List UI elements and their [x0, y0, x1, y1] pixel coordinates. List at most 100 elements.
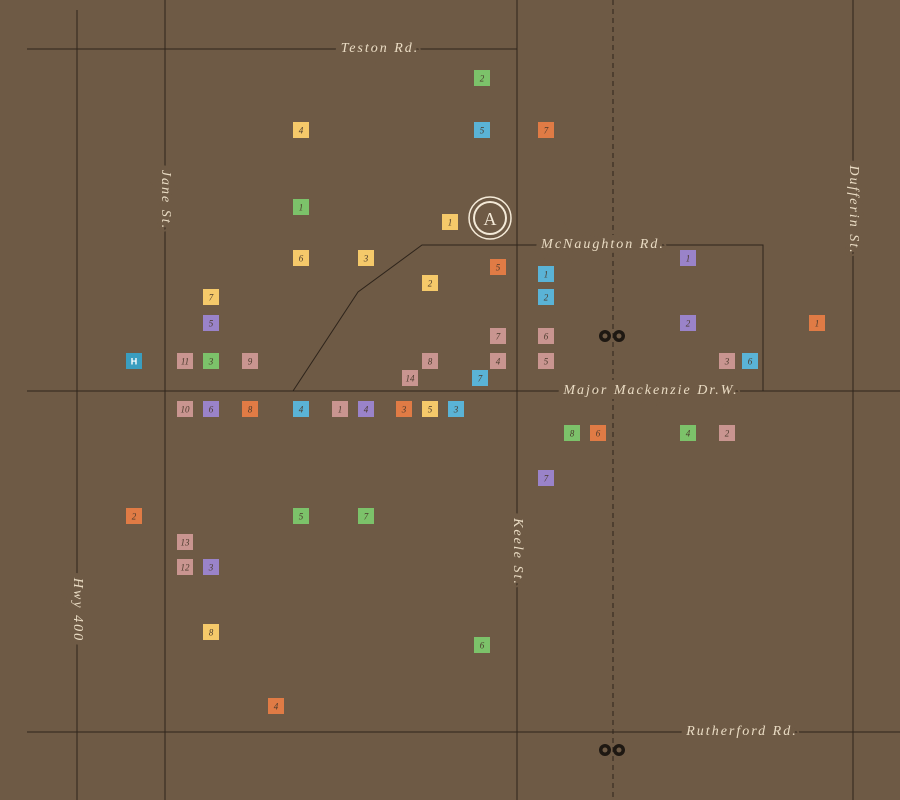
marker-box — [474, 122, 490, 138]
marker-label: 9 — [248, 357, 253, 367]
marker-label: 2 — [428, 279, 433, 289]
marker: 3 — [448, 401, 464, 417]
marker-box — [538, 289, 554, 305]
marker: 5 — [538, 353, 554, 369]
marker-box — [402, 370, 418, 386]
marker-label: 3 — [724, 357, 730, 367]
marker-box — [203, 353, 219, 369]
marker: 4 — [358, 401, 374, 417]
marker-box — [590, 425, 606, 441]
marker: 9 — [242, 353, 258, 369]
marker-box — [538, 122, 554, 138]
marker: 8 — [242, 401, 258, 417]
marker-label: 2 — [544, 293, 549, 303]
marker-box — [538, 266, 554, 282]
marker-box — [293, 401, 309, 417]
marker-label: 7 — [478, 374, 483, 384]
marker-label: 5 — [544, 357, 549, 367]
marker-box — [472, 370, 488, 386]
marker-box — [293, 122, 309, 138]
marker-label: 5 — [428, 405, 433, 415]
marker-label: 6 — [748, 357, 753, 367]
marker-box — [809, 315, 825, 331]
marker-box — [126, 353, 142, 369]
marker-box — [358, 401, 374, 417]
marker-label: 10 — [181, 405, 191, 415]
marker-box — [203, 559, 219, 575]
marker-box — [177, 401, 193, 417]
road — [292, 244, 764, 392]
go-station — [599, 330, 625, 342]
marker: 2 — [719, 425, 735, 441]
marker-box — [490, 353, 506, 369]
marker-label: 6 — [596, 429, 601, 439]
marker-label: 7 — [544, 474, 549, 484]
road-label: Teston Rd. — [341, 41, 420, 56]
marker-label: 8 — [428, 357, 433, 367]
marker: 3 — [203, 353, 219, 369]
marker: 7 — [358, 508, 374, 524]
landmark: A — [468, 196, 512, 240]
marker-box — [203, 289, 219, 305]
marker: 1 — [442, 214, 458, 230]
marker-label: 5 — [480, 126, 485, 136]
marker: 1 — [680, 250, 696, 266]
marker-box — [538, 470, 554, 486]
marker-label: 8 — [570, 429, 575, 439]
marker-label: 6 — [480, 641, 485, 651]
marker-label: 6 — [299, 254, 304, 264]
marker: 12 — [177, 559, 193, 575]
marker: 3 — [719, 353, 735, 369]
roads — [27, 0, 900, 800]
marker: 2 — [126, 508, 142, 524]
marker-label: 14 — [406, 374, 416, 384]
marker-label: 1 — [686, 254, 691, 264]
landmark-label: A — [484, 209, 497, 229]
marker: H — [126, 353, 142, 369]
marker-box — [396, 401, 412, 417]
marker-label: 2 — [725, 429, 730, 439]
marker: 2 — [680, 315, 696, 331]
marker-box — [126, 508, 142, 524]
marker-box — [203, 315, 219, 331]
marker-label: 8 — [209, 628, 214, 638]
marker-label: 7 — [496, 332, 501, 342]
road-label: Hwy 400 — [70, 577, 85, 642]
marker-box — [538, 353, 554, 369]
marker-box — [742, 353, 758, 369]
marker-box — [203, 401, 219, 417]
marker-label: H — [131, 357, 138, 367]
marker: 5 — [474, 122, 490, 138]
marker: 1 — [809, 315, 825, 331]
marker-box — [719, 425, 735, 441]
marker-box — [422, 275, 438, 291]
marker-label: 3 — [363, 254, 369, 264]
marker: 13 — [177, 534, 193, 550]
marker: 7 — [538, 470, 554, 486]
marker-box — [680, 250, 696, 266]
road-label: Dufferin St. — [846, 164, 861, 254]
marker-box — [177, 534, 193, 550]
marker-label: 5 — [496, 263, 501, 273]
road-label: Rutherford Rd. — [685, 724, 797, 739]
marker: 6 — [538, 328, 554, 344]
go-station — [599, 744, 625, 756]
marker-box — [448, 401, 464, 417]
marker-label: 11 — [181, 357, 189, 367]
landmark-ring — [468, 196, 512, 240]
marker-label: 4 — [299, 405, 304, 415]
road-label: Keele St. — [510, 517, 525, 586]
marker-label: 8 — [248, 405, 253, 415]
marker: 14 — [402, 370, 418, 386]
marker: 6 — [742, 353, 758, 369]
marker: 6 — [590, 425, 606, 441]
marker-box — [293, 250, 309, 266]
marker-label: 5 — [299, 512, 304, 522]
marker-label: 1 — [544, 270, 549, 280]
marker: 8 — [564, 425, 580, 441]
marker: 1 — [293, 199, 309, 215]
marker: 7 — [472, 370, 488, 386]
marker-label: 4 — [686, 429, 691, 439]
